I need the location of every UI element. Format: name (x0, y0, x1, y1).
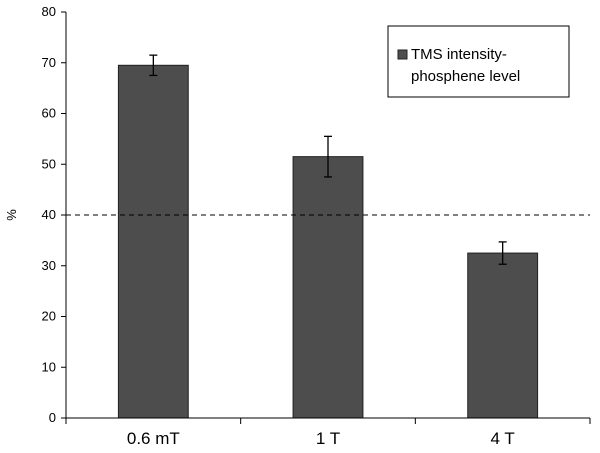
y-tick-label: 40 (42, 207, 56, 222)
bar (292, 156, 364, 419)
x-axis: 0.6 mT 1 T 4 T (65, 417, 591, 448)
y-axis: 0 10 20 30 40 50 60 70 80 (42, 4, 67, 425)
bars-group (117, 54, 539, 419)
y-tick-label: 10 (42, 359, 56, 374)
y-tick-label: 20 (42, 309, 56, 324)
y-tick-label: 60 (42, 106, 56, 121)
legend: TMS intensity- phosphene level (387, 25, 570, 98)
x-tick-label: 4 T (491, 429, 515, 448)
x-tick-label: 1 T (316, 429, 340, 448)
legend-swatch (397, 49, 408, 60)
bar (117, 64, 189, 419)
y-tick-label: 70 (42, 55, 56, 70)
y-tick-label: 30 (42, 258, 56, 273)
y-tick-label: 80 (42, 4, 56, 19)
legend-label-line-1: TMS intensity- (411, 46, 507, 63)
legend-box (387, 25, 570, 98)
y-axis-label: % (4, 209, 19, 221)
x-tick-label: 0.6 mT (127, 429, 180, 448)
y-tick-label: 50 (42, 156, 56, 171)
y-tick-label: 0 (49, 410, 56, 425)
bar (467, 252, 539, 419)
legend-label-line-2: phosphene level (411, 68, 520, 85)
